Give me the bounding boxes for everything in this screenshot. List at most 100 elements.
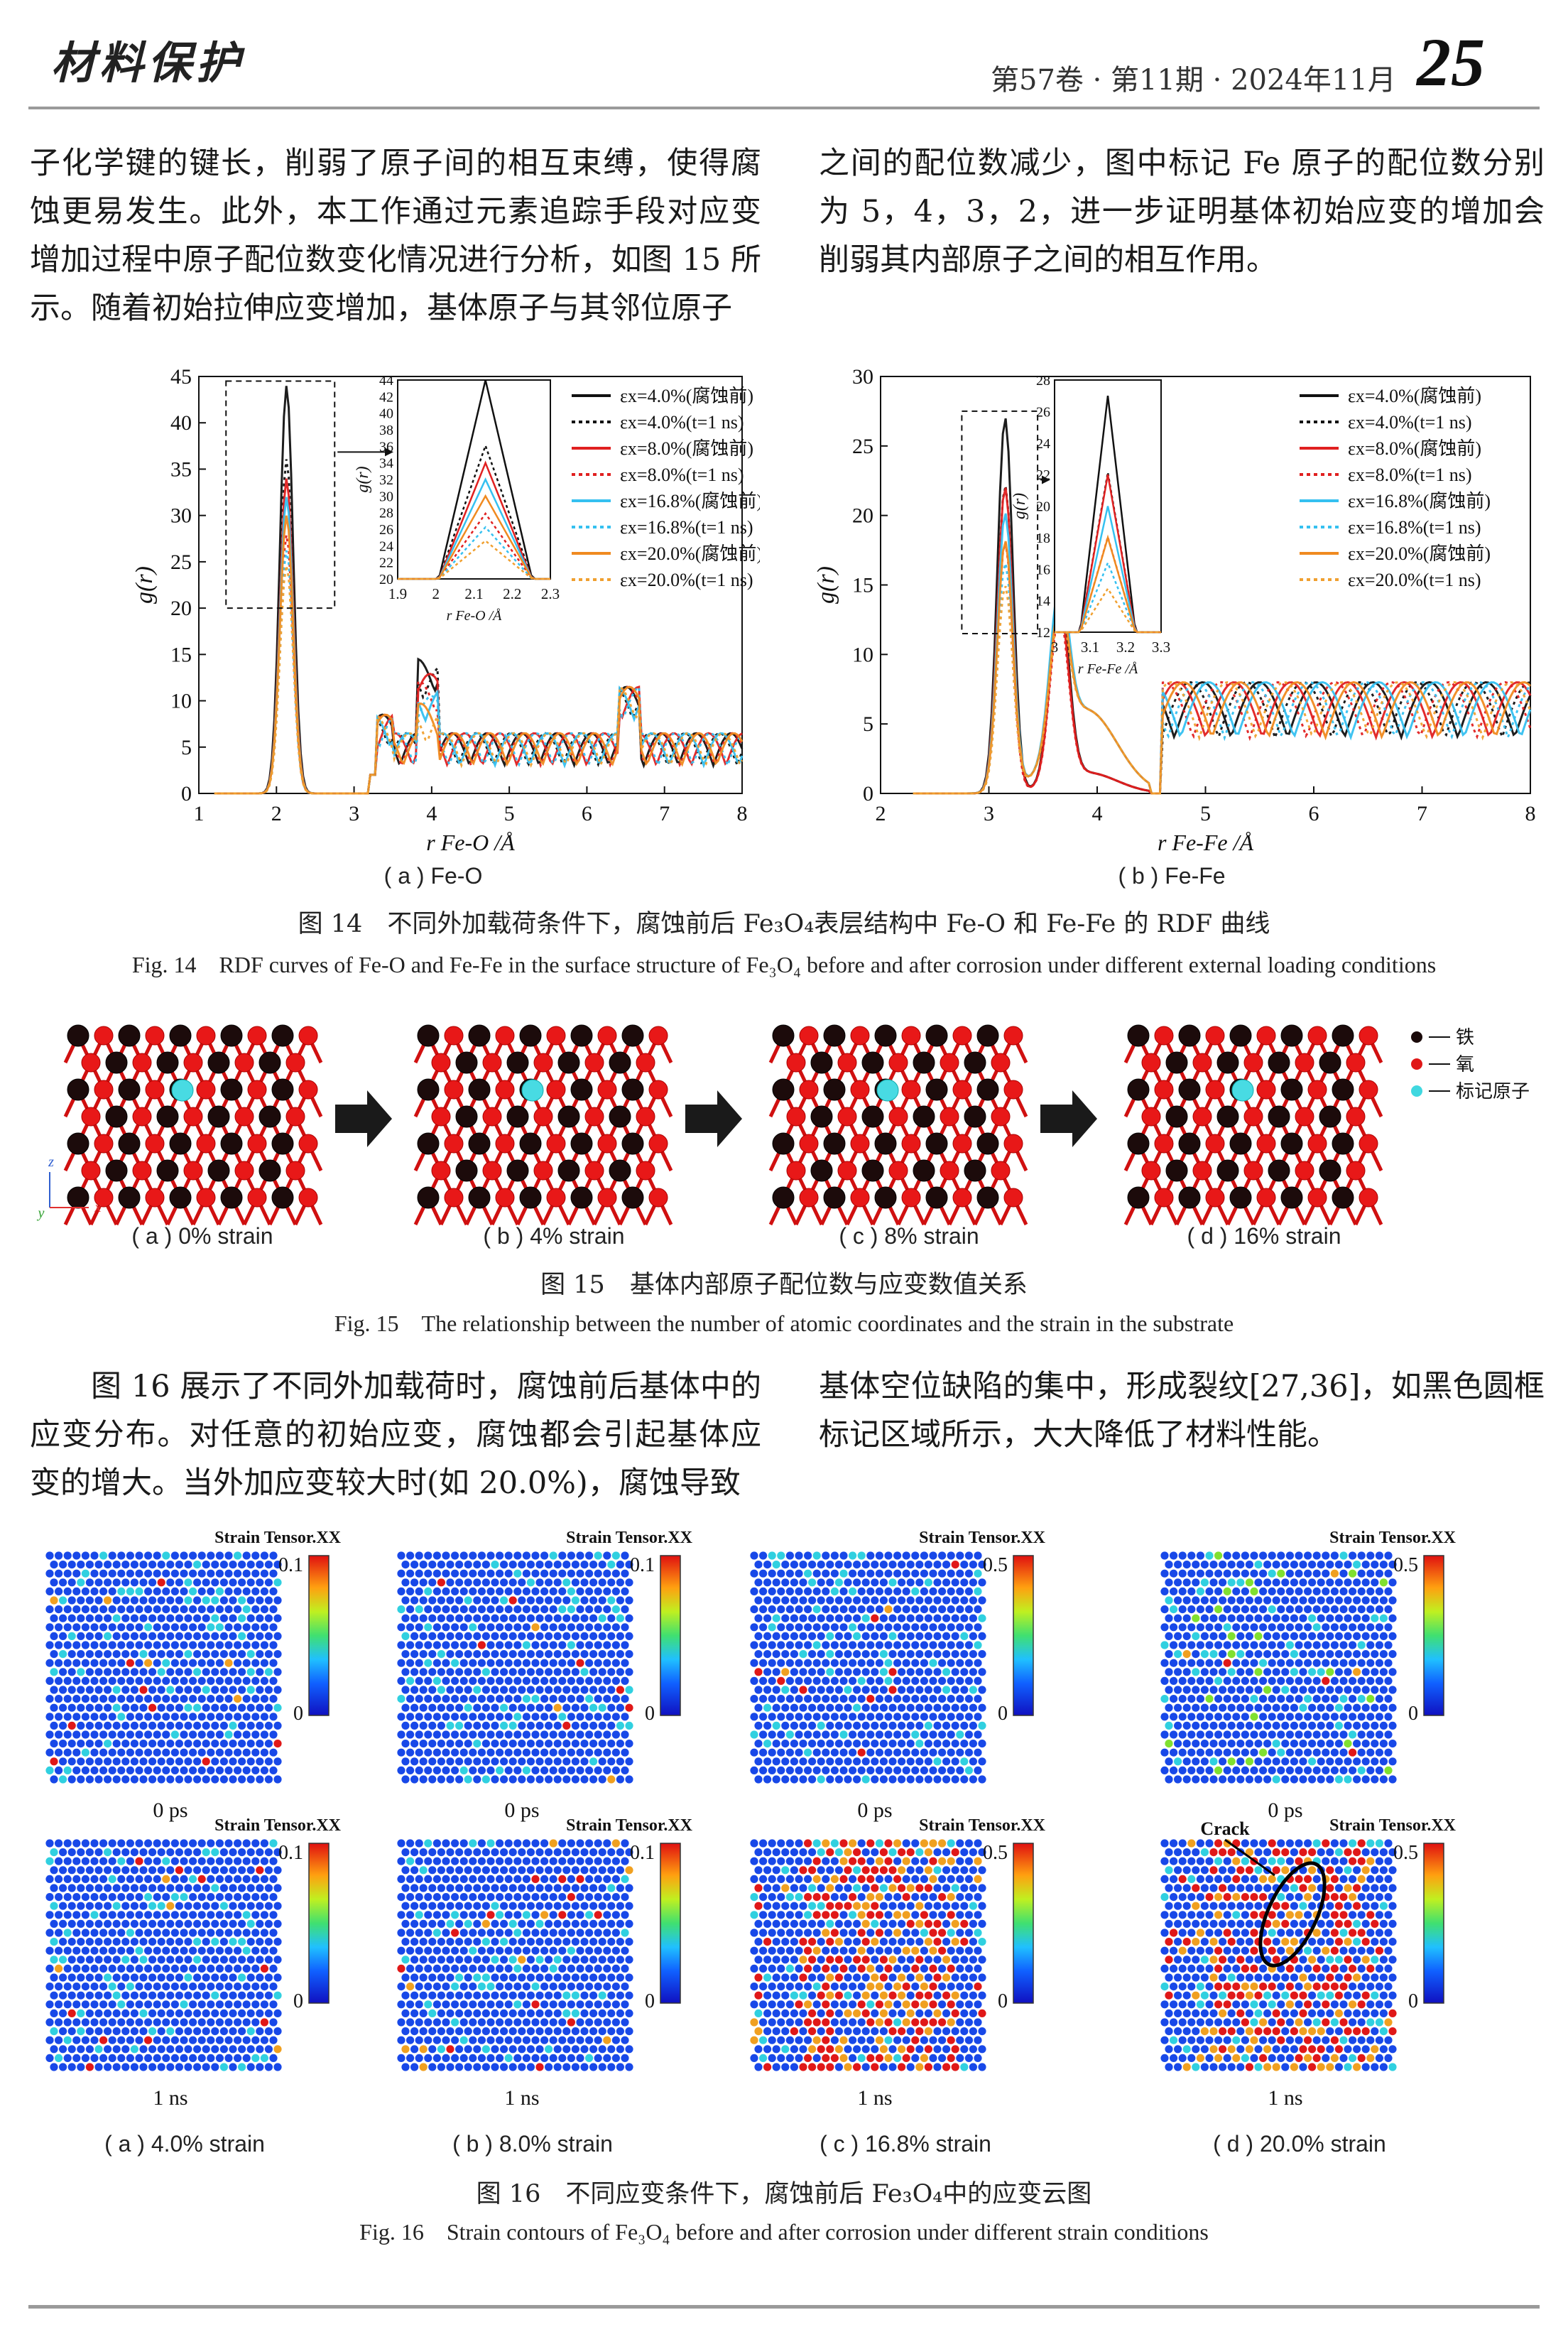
strain-atom [81,2018,89,2027]
strain-atom [229,1703,237,1712]
strain-atom [1250,1713,1258,1721]
strain-atom [63,1875,72,1883]
strain-atom [1317,1561,1325,1569]
strain-atom [112,1991,121,2000]
strain-atom [269,1964,278,1973]
strain-atom [924,1668,932,1676]
strain-atom [481,1775,491,1784]
strain-atom [189,1983,197,1991]
strain-atom [473,1686,481,1694]
strain-atom [94,1721,103,1730]
strain-atom [834,1740,843,1748]
strain-atom [531,1893,540,1902]
strain-atom [148,2063,157,2071]
strain-atom [170,2000,179,2009]
strain-atom [260,1946,268,1955]
strain-atom [446,1578,454,1587]
strain-atom [580,1561,589,1569]
strain-atom [594,1946,602,1955]
strain-atom [567,1605,576,1614]
strain-atom [616,1703,625,1712]
strain-atom [273,2027,282,2036]
strain-atom [126,1587,134,1595]
strain-atom [500,1757,508,1766]
paragraph: 基体空位缺陷的集中，形成裂纹[27,36]，如黑色圆框标记区域所示，大大降低了材… [819,1369,1545,1453]
strain-atom [1272,1740,1280,1748]
strain-atom [1277,1623,1285,1632]
strain-atom [531,1748,540,1757]
strain-atom [508,1775,517,1784]
strain-atom [108,1964,116,1973]
strain-atom [45,1695,54,1703]
x-tick-label: 8 [737,802,748,825]
strain-atom [526,1757,535,1766]
strain-atom [1371,1757,1379,1766]
strain-atom [50,1650,58,1659]
strain-atom [486,2000,495,2009]
strain-atom [424,1875,432,1883]
strain-atom [951,1668,959,1676]
strain-atom [518,1614,526,1622]
strain-atom [135,1641,143,1649]
strain-atom [180,1695,188,1703]
strain-atom [432,2018,442,2027]
strain-atom [1349,1748,1357,1757]
strain-atom [410,1991,419,2000]
strain-atom [799,1614,807,1622]
y-tick-label: 5 [181,736,192,759]
strain-atom [437,1938,446,1946]
oxygen-atom [648,1188,668,1208]
strain-atom [902,1748,910,1757]
strain-atom [1223,1605,1231,1614]
strain-atom [126,1946,134,1955]
strain-atom [442,1964,450,1973]
strain-atom [531,1713,540,1721]
strain-atom [464,1703,472,1712]
strain-atom [224,1659,233,1667]
strain-atom [256,1686,264,1694]
strain-atom [260,1730,268,1739]
strain-atom [238,1740,246,1748]
strain-atom [224,1730,233,1739]
strain-atom [180,1839,188,1848]
strain-atom [224,1605,233,1614]
strain-atom [911,1713,920,1721]
strain-atom [215,1641,224,1649]
strain-atom [157,1991,165,2000]
strain-atom [121,1919,130,1928]
strain-atom [785,1695,794,1703]
strain-atom [598,1973,606,1982]
strain-atom [621,1839,629,1848]
strain-atom [45,1641,54,1649]
strain-atom [234,1964,242,1973]
strain-atom [477,1695,486,1703]
strain-atom [531,1839,540,1848]
strain-atom [1245,1757,1253,1766]
strain-atom [451,1964,459,1973]
strain-atom [772,1650,780,1659]
strain-atom [956,1676,964,1685]
strain-atom [1205,1676,1214,1685]
strain-atom [969,1703,977,1712]
strain-atom [1209,1686,1218,1694]
strain-atom [839,1605,848,1614]
strain-atom [211,1884,219,1892]
strain-atom [157,1614,165,1622]
strain-atom [135,1857,143,1865]
strain-atom [964,1748,973,1757]
strain-atom [567,1659,576,1667]
strain-atom [603,1713,611,1721]
strain-atom [144,1551,153,1560]
strain-atom [273,1991,282,2000]
strain-atom [768,1587,776,1595]
strain-atom [812,1659,821,1667]
strain-atom [180,1587,188,1595]
strain-atom [121,1991,130,2000]
strain-atom [224,1587,233,1595]
strain-atom [162,1911,170,1919]
strain-atom [197,1929,206,1937]
strain-atom [442,1569,450,1578]
strain-atom [830,1676,839,1685]
strain-atom [85,2027,94,2036]
strain-atom [621,1659,629,1667]
